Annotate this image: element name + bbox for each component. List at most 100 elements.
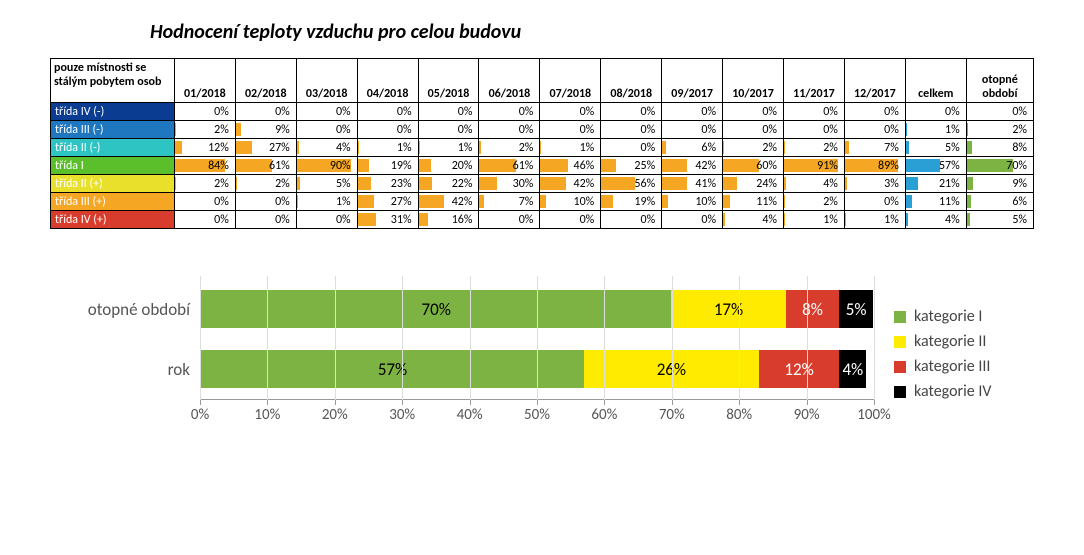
value-cell: 0% (418, 121, 479, 139)
axis-tick-label: 50% (524, 406, 550, 424)
value-cell: 2% (966, 121, 1033, 139)
row-label: třída I (51, 157, 175, 175)
value-cell: 4% (783, 175, 844, 193)
value-cell: 1% (905, 121, 966, 139)
value-cell: 0% (357, 121, 418, 139)
chart-row: rok57%26%12%4% (50, 339, 874, 399)
value-cell: 0% (723, 103, 784, 121)
value-cell: 61% (235, 157, 296, 175)
table-header-col: 07/2018 (540, 59, 601, 103)
value-cell: 0% (540, 103, 601, 121)
value-cell: 0% (662, 211, 723, 229)
value-cell: 8% (966, 139, 1033, 157)
value-cell: 89% (844, 157, 905, 175)
value-cell: 27% (357, 193, 418, 211)
value-cell: 2% (723, 139, 784, 157)
row-label: třída II (+) (51, 175, 175, 193)
value-cell: 2% (783, 139, 844, 157)
legend-item: kategorie I (894, 307, 1034, 326)
table-header-col: 04/2018 (357, 59, 418, 103)
value-cell: 11% (723, 193, 784, 211)
value-cell: 4% (296, 139, 357, 157)
value-cell: 5% (296, 175, 357, 193)
value-cell: 0% (479, 103, 540, 121)
value-cell: 0% (235, 103, 296, 121)
value-cell: 7% (844, 139, 905, 157)
value-cell: 42% (418, 193, 479, 211)
value-cell: 0% (662, 121, 723, 139)
row-label: třída IV (-) (51, 103, 175, 121)
value-cell: 1% (296, 193, 357, 211)
value-cell: 46% (540, 157, 601, 175)
legend-item: kategorie III (894, 357, 1034, 376)
value-cell: 0% (601, 103, 662, 121)
value-cell: 90% (296, 157, 357, 175)
chart-legend: kategorie I kategorie II kategorie III kate… (874, 279, 1034, 429)
value-cell: 24% (723, 175, 784, 193)
axis-tick-label: 10% (254, 406, 280, 424)
chart-category-label: rok (50, 359, 200, 380)
value-cell: 0% (601, 211, 662, 229)
value-cell: 57% (905, 157, 966, 175)
value-cell: 10% (662, 193, 723, 211)
legend-label: kategorie II (914, 332, 986, 351)
chart-segment: 70% (201, 290, 671, 328)
value-cell: 0% (296, 121, 357, 139)
value-cell: 42% (662, 157, 723, 175)
axis-tick-label: 90% (794, 406, 820, 424)
value-cell: 0% (783, 103, 844, 121)
value-cell: 0% (479, 211, 540, 229)
table-header-col: 06/2018 (479, 59, 540, 103)
table-header-col: 01/2018 (174, 59, 235, 103)
value-cell: 4% (723, 211, 784, 229)
value-cell: 0% (601, 139, 662, 157)
axis-tick-label: 0% (191, 406, 209, 424)
value-cell: 1% (783, 211, 844, 229)
chart-category-label: otopné období (50, 299, 200, 320)
row-label: třída II (-) (51, 139, 175, 157)
chart-row: otopné období70%17%8%5% (50, 279, 874, 339)
legend-label: kategorie IV (914, 382, 991, 401)
value-cell: 6% (966, 193, 1033, 211)
legend-swatch (894, 336, 906, 348)
page-title: Hodnocení teploty vzduchu pro celou budo… (150, 20, 1034, 44)
value-cell: 60% (723, 157, 784, 175)
value-cell: 2% (479, 139, 540, 157)
value-cell: 19% (601, 193, 662, 211)
value-cell: 61% (479, 157, 540, 175)
legend-label: kategorie I (914, 307, 982, 326)
chart-segment: 4% (839, 350, 866, 388)
value-cell: 0% (844, 121, 905, 139)
value-cell: 22% (418, 175, 479, 193)
value-cell: 0% (966, 103, 1033, 121)
value-cell: 3% (844, 175, 905, 193)
table-header-col: 11/2017 (783, 59, 844, 103)
value-cell: 2% (174, 175, 235, 193)
value-cell: 0% (844, 103, 905, 121)
legend-item: kategorie II (894, 332, 1034, 351)
value-cell: 0% (783, 121, 844, 139)
axis-tick-label: 30% (389, 406, 415, 424)
legend-swatch (894, 311, 906, 323)
value-cell: 1% (357, 139, 418, 157)
axis-tick-label: 40% (457, 406, 483, 424)
value-cell: 0% (662, 103, 723, 121)
value-cell: 0% (235, 211, 296, 229)
value-cell: 56% (601, 175, 662, 193)
row-label: třída III (-) (51, 121, 175, 139)
value-cell: 41% (662, 175, 723, 193)
value-cell: 30% (479, 175, 540, 193)
value-cell: 16% (418, 211, 479, 229)
value-cell: 2% (235, 175, 296, 193)
value-cell: 0% (296, 211, 357, 229)
value-cell: 7% (479, 193, 540, 211)
value-cell: 10% (540, 193, 601, 211)
value-cell: 84% (174, 157, 235, 175)
value-cell: 0% (174, 193, 235, 211)
value-cell: 1% (418, 139, 479, 157)
value-cell: 0% (479, 121, 540, 139)
value-cell: 42% (540, 175, 601, 193)
value-cell: 31% (357, 211, 418, 229)
value-cell: 20% (418, 157, 479, 175)
chart-segment: 8% (786, 290, 840, 328)
